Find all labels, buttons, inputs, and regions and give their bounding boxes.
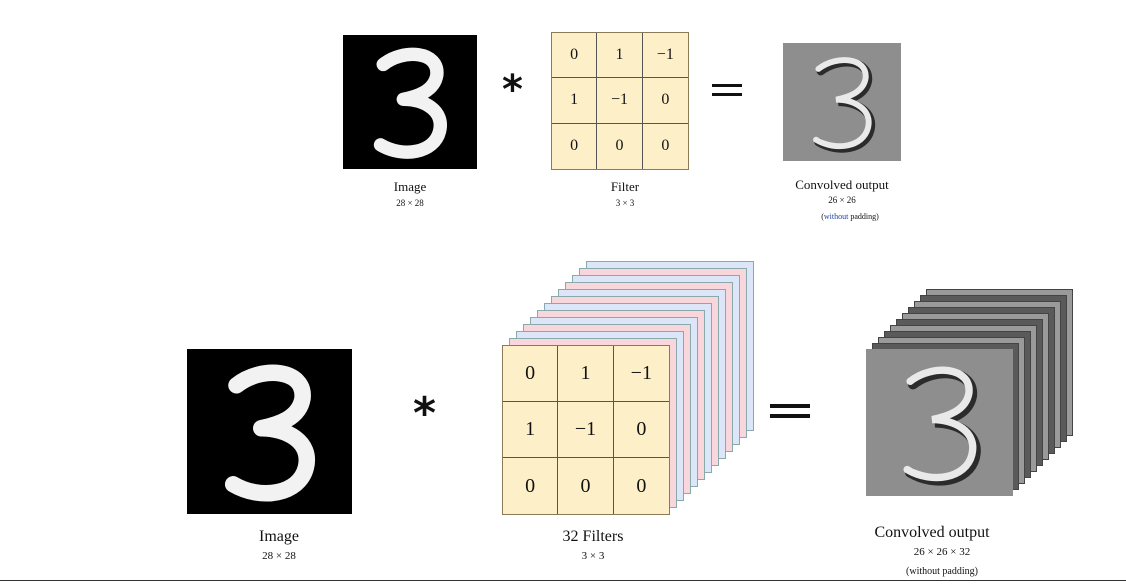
filter-cell: 0 (661, 137, 670, 155)
filter-label-bottom: 32 Filters (562, 528, 624, 545)
filter-size-top: 3 × 3 (615, 198, 635, 208)
equals-sign-top (712, 84, 742, 102)
output-label-top: Convolved output (795, 177, 889, 192)
filter-cell: 1 (558, 346, 614, 402)
filter-cell: 1 (552, 78, 598, 124)
output-note-bottom: (without padding) (906, 566, 978, 577)
filter-cell: 0 (552, 33, 598, 79)
image-label-bottom: Image (259, 528, 299, 545)
filter-cell: 0 (613, 402, 669, 458)
filter-cell: 1 (597, 33, 643, 79)
filter-size-bottom: 3 × 3 (581, 550, 605, 562)
output-note-top: (without padding) (772, 212, 928, 221)
image-label-top: Image (393, 179, 427, 194)
filter-cell: −1 (642, 33, 688, 79)
filter-grid-top: 0 1 −1 1 −1 0 0 0 0 (551, 32, 689, 170)
filter-cell: −1 (613, 346, 669, 402)
convolved-output-image-top (783, 43, 901, 161)
output-note-accent: without (823, 212, 849, 221)
filter-cell: 0 (558, 458, 614, 514)
filter-cell: 0 (597, 123, 643, 169)
image-size-bottom: 28 × 28 (262, 550, 296, 562)
output-note-pre: ( (821, 212, 824, 221)
filter-cell: 0 (642, 78, 688, 124)
output-size-bottom: 26 × 26 × 32 (913, 546, 971, 558)
equals-sign-bottom (770, 404, 810, 424)
embossed-digit-glyph (903, 366, 981, 486)
filter-cell: 0 (636, 474, 647, 497)
filter-cell: −1 (597, 78, 643, 124)
output-size-top: 26 × 26 (828, 195, 856, 205)
convolution-operator-bottom: * (413, 388, 437, 439)
filter-grid-bottom: 0 1 −1 1 −1 0 0 0 0 (502, 345, 670, 515)
digit-three-glyph (373, 47, 447, 159)
image-size-top: 28 × 28 (396, 198, 424, 208)
filter-cell: 1 (503, 402, 559, 458)
digit-three-glyph (224, 364, 316, 502)
bottom-divider (0, 580, 1126, 581)
convolution-operator-top: * (502, 67, 523, 113)
embossed-digit-glyph (813, 57, 876, 153)
filter-cell: 0 (503, 346, 559, 402)
input-image-bottom (187, 349, 352, 514)
output-label-bottom: Convolved output (874, 524, 990, 541)
filter-cell: 0 (503, 458, 559, 514)
output-note-post: padding) (848, 212, 879, 221)
filter-label-top: Filter (610, 179, 640, 194)
filter-cell: −1 (558, 402, 614, 458)
filter-cell: 0 (552, 123, 598, 169)
convolved-output-image-bottom (866, 349, 1013, 496)
input-image-top (343, 35, 477, 169)
